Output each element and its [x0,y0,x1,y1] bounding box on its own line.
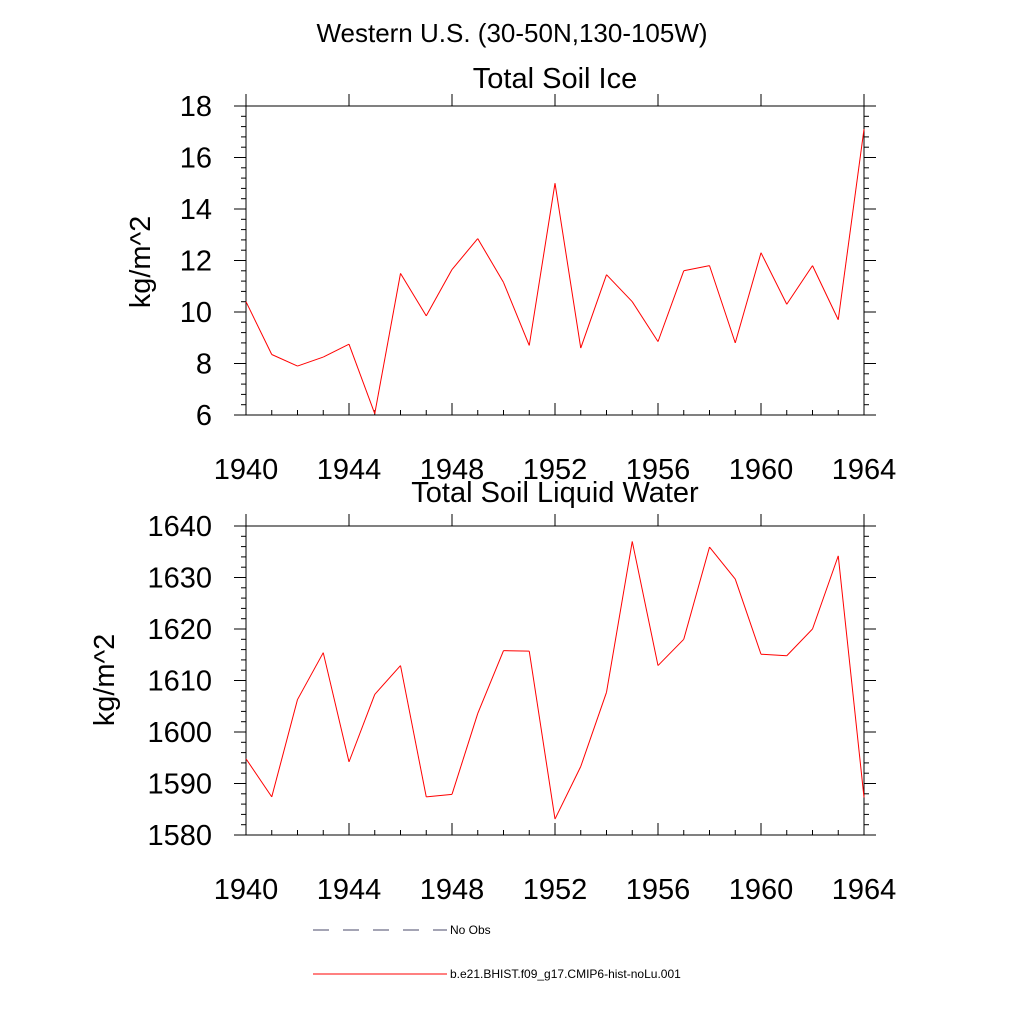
series-segment-soil-liquid-water-1950 [503,650,530,652]
x-tick-label-soil-liquid-water-1948: 1948 [420,874,485,906]
series-segment-soil-liquid-water-1955 [631,541,659,666]
series-segment-soil-ice-1955 [631,301,659,342]
series-segment-soil-liquid-water-1941 [271,699,298,798]
series-segment-soil-ice-1954 [606,274,633,303]
series-segment-soil-ice-1944 [348,344,376,414]
panel-title-soil-ice: Total Soil Ice [473,63,637,95]
series-segment-soil-ice-1949 [477,238,504,283]
x-tick-label-soil-liquid-water-1956: 1956 [626,874,691,906]
series-segment-soil-ice-1943 [323,343,350,358]
y-tick-label-soil-ice-14: 14 [180,194,212,226]
series-segment-soil-liquid-water-1948 [451,713,479,795]
x-tick-label-soil-liquid-water-1964: 1964 [832,874,897,906]
series-group-soil-liquid-water [245,541,865,820]
series-segment-soil-liquid-water-1952 [554,766,582,820]
y-tick-label-soil-ice-6: 6 [196,400,212,432]
axis-tick-labels-soil-ice: 1940 1944 1948 1952 1956 1960 1964 6 8 10 12 14 16 18 [180,91,897,486]
series-segment-soil-liquid-water-1963 [837,555,865,798]
series-segment-soil-liquid-water-1940 [245,758,273,798]
y-tick-label-soil-ice-18: 18 [180,91,212,123]
x-tick-label-soil-ice-1964: 1964 [832,454,897,486]
series-segment-soil-ice-1962 [812,265,839,320]
series-segment-soil-liquid-water-1947 [426,793,453,798]
legend: No Obs b.e21.BHIST.f09_g17.CMIP6-hist-no… [313,923,681,981]
axis-ticks-soil-ice [234,94,876,416]
series-group-soil-ice [245,129,865,414]
series-segment-soil-ice-1963 [837,129,865,320]
series-segment-soil-liquid-water-1942 [297,652,324,700]
panel-total-soil-ice: Total Soil Ice kg/m^2 1940 1944 1948 1952 19… [125,63,896,486]
legend-item-model-run: b.e21.BHIST.f09_g17.CMIP6-hist-noLu.001 [313,967,681,981]
series-segment-soil-ice-1952 [554,183,582,349]
series-segment-soil-liquid-water-1957 [683,546,710,640]
series-segment-soil-liquid-water-1946 [400,665,427,797]
x-tick-label-soil-liquid-water-1940: 1940 [214,874,279,906]
main-title: Western U.S. (30-50N,130-105W) [316,18,707,48]
series-segment-soil-ice-1945 [374,273,401,414]
panel-total-soil-liquid-water: Total Soil Liquid Water kg/m^2 1940 1944 1… [89,477,896,906]
series-segment-soil-ice-1959 [734,252,762,344]
series-segment-soil-ice-1941 [271,354,298,367]
axis-tick-labels-soil-liquid-water: 1940 1944 1948 1952 1956 1960 1964 1580 1590 1600… [147,511,896,906]
y-tick-label-soil-liquid-water-1610: 1610 [147,666,212,698]
y-tick-label-soil-ice-10: 10 [180,297,212,329]
y-tick-label-soil-ice-12: 12 [180,246,212,278]
x-tick-label-soil-ice-1952: 1952 [523,454,588,486]
series-segment-soil-liquid-water-1945 [374,665,401,695]
y-tick-label-soil-ice-16: 16 [180,143,212,175]
x-tick-label-soil-ice-1960: 1960 [729,454,794,486]
y-tick-label-soil-liquid-water-1590: 1590 [147,769,212,801]
series-segment-soil-ice-1948 [451,238,479,270]
y-tick-label-soil-liquid-water-1630: 1630 [147,563,212,595]
series-segment-soil-liquid-water-1956 [657,638,685,666]
series-segment-soil-liquid-water-1960 [760,653,787,657]
legend-label-no-obs: No Obs [450,923,491,937]
legend-item-no-obs: No Obs [313,923,491,937]
legend-label-model-run: b.e21.BHIST.f09_g17.CMIP6-hist-noLu.001 [450,967,681,981]
y-tick-label-soil-liquid-water-1580: 1580 [147,820,212,852]
series-segment-soil-liquid-water-1954 [606,541,633,693]
series-segment-soil-ice-1951 [528,183,556,346]
panel-title-soil-liquid-water: Total Soil Liquid Water [411,477,699,509]
series-segment-soil-liquid-water-1943 [322,652,350,762]
series-segment-soil-ice-1956 [657,270,685,342]
series-segment-soil-liquid-water-1958 [709,546,736,580]
series-segment-soil-liquid-water-1949 [477,650,504,714]
series-segment-soil-ice-1940 [245,301,273,355]
series-segment-soil-ice-1960 [760,252,788,305]
y-axis-label-soil-ice: kg/m^2 [125,216,157,309]
y-tick-label-soil-ice-8: 8 [196,349,212,381]
series-segment-soil-liquid-water-1953 [580,692,607,767]
series-segment-soil-ice-1958 [709,265,736,344]
series-segment-soil-liquid-water-1944 [348,694,376,763]
series-segment-soil-liquid-water-1951 [528,651,556,820]
series-segment-soil-liquid-water-1959 [734,578,762,655]
series-segment-soil-ice-1961 [786,265,813,305]
series-segment-soil-ice-1950 [503,282,530,346]
x-tick-label-soil-ice-1948: 1948 [420,454,485,486]
x-tick-label-soil-liquid-water-1960: 1960 [729,874,794,906]
series-segment-soil-ice-1942 [297,356,324,367]
x-tick-label-soil-liquid-water-1944: 1944 [317,874,382,906]
x-tick-label-soil-ice-1956: 1956 [626,454,691,486]
series-segment-soil-ice-1946 [400,273,427,317]
y-axis-label-soil-liquid-water: kg/m^2 [89,634,121,727]
x-tick-label-soil-ice-1944: 1944 [317,454,382,486]
x-tick-label-soil-liquid-water-1952: 1952 [523,874,588,906]
y-tick-label-soil-liquid-water-1620: 1620 [147,614,212,646]
series-segment-soil-ice-1953 [580,274,607,349]
axis-ticks-soil-liquid-water [234,514,876,836]
series-segment-soil-liquid-water-1961 [786,628,813,657]
series-segment-soil-liquid-water-1962 [812,555,839,630]
series-segment-soil-ice-1947 [425,269,453,317]
y-tick-label-soil-liquid-water-1600: 1600 [147,717,212,749]
x-tick-label-soil-ice-1940: 1940 [214,454,279,486]
series-segment-soil-ice-1957 [683,265,710,272]
y-tick-label-soil-liquid-water-1640: 1640 [147,511,212,543]
